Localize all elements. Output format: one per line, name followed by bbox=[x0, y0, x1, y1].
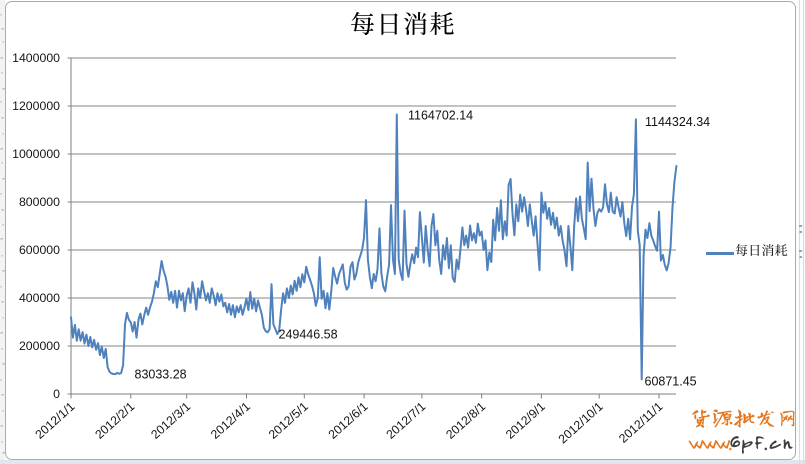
svg-text:2012/3/1: 2012/3/1 bbox=[148, 399, 193, 442]
svg-text:2012/2/1: 2012/2/1 bbox=[92, 399, 137, 442]
svg-text:600000: 600000 bbox=[19, 243, 60, 257]
svg-text:2012/11/1: 2012/11/1 bbox=[616, 399, 665, 446]
svg-text:1200000: 1200000 bbox=[12, 99, 60, 113]
svg-text:83033.28: 83033.28 bbox=[135, 368, 187, 382]
svg-text:0: 0 bbox=[53, 387, 60, 401]
svg-text:2012/6/1: 2012/6/1 bbox=[326, 399, 371, 442]
svg-text:2012/7/1: 2012/7/1 bbox=[383, 399, 428, 442]
svg-text:1400000: 1400000 bbox=[12, 51, 60, 65]
svg-text:2012/9/1: 2012/9/1 bbox=[503, 399, 548, 442]
svg-text:400000: 400000 bbox=[19, 291, 60, 305]
svg-text:2012/1/1: 2012/1/1 bbox=[33, 399, 78, 442]
svg-text:800000: 800000 bbox=[19, 195, 60, 209]
svg-text:1000000: 1000000 bbox=[12, 147, 60, 161]
svg-text:1164702.14: 1164702.14 bbox=[408, 109, 473, 123]
svg-text:2012/4/1: 2012/4/1 bbox=[208, 399, 253, 442]
svg-text:2012/10/1: 2012/10/1 bbox=[556, 399, 606, 446]
svg-text:200000: 200000 bbox=[19, 339, 60, 353]
svg-text:2012/8/1: 2012/8/1 bbox=[443, 399, 488, 442]
svg-text:249446.58: 249446.58 bbox=[279, 328, 338, 342]
svg-text:1144324.34: 1144324.34 bbox=[645, 115, 710, 129]
svg-text:60871.45: 60871.45 bbox=[645, 375, 697, 389]
svg-text:2012/5/1: 2012/5/1 bbox=[266, 399, 311, 442]
